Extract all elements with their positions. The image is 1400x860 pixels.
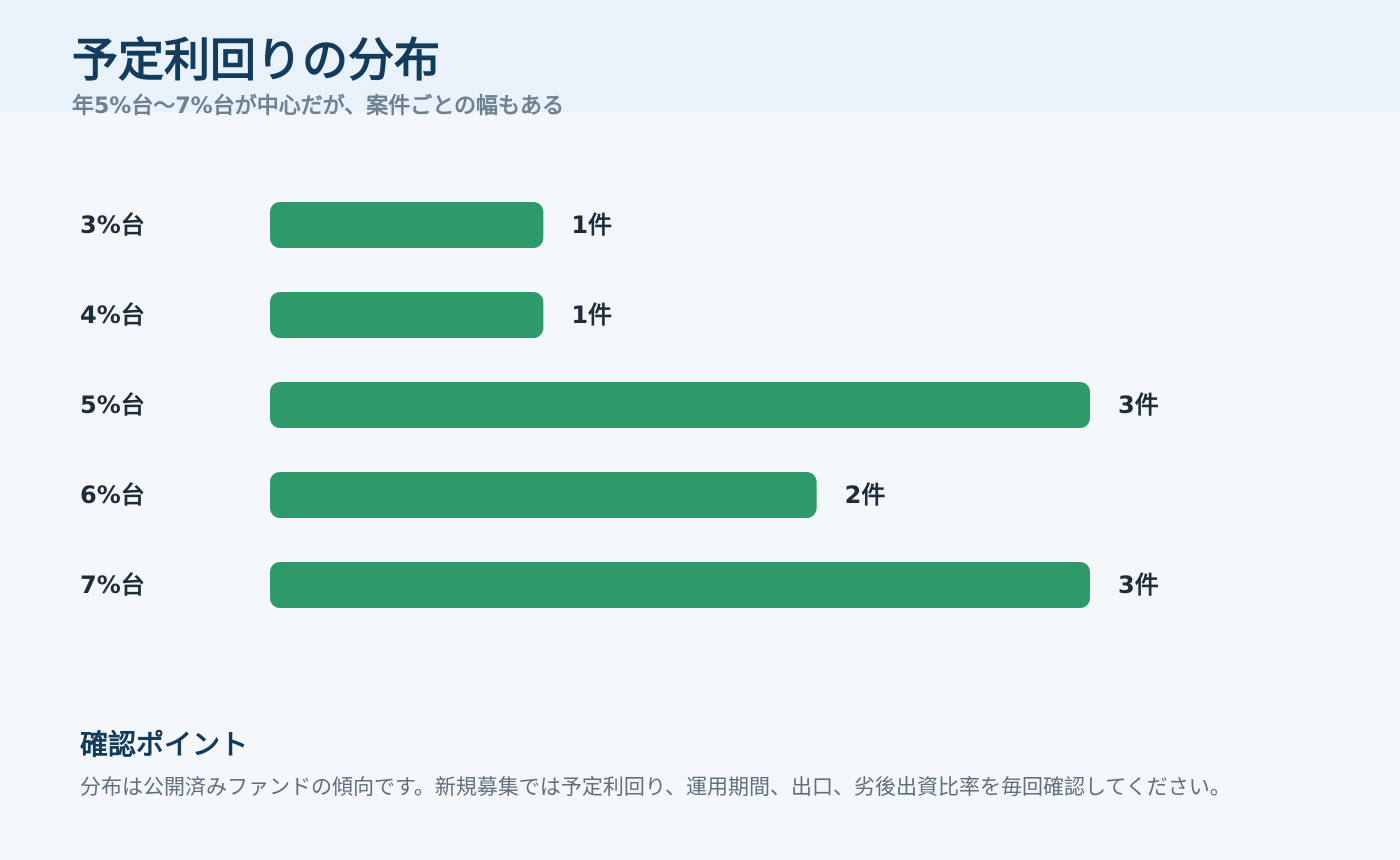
category-label: 6%台 xyxy=(80,481,145,509)
bar xyxy=(270,292,544,338)
value-label: 3件 xyxy=(1118,571,1159,599)
value-label: 1件 xyxy=(571,211,612,239)
value-label: 3件 xyxy=(1118,391,1159,419)
category-label: 7%台 xyxy=(80,571,145,599)
header-band xyxy=(0,0,1400,112)
note-body: 分布は公開済みファンドの傾向です。新規募集では予定利回り、運用期間、出口、劣後出… xyxy=(80,775,1231,799)
bar xyxy=(270,382,1090,428)
bar xyxy=(270,202,544,248)
category-label: 3%台 xyxy=(80,211,145,239)
note-title: 確認ポイント xyxy=(80,728,249,761)
page-title: 予定利回りの分布 xyxy=(72,33,440,87)
value-label: 2件 xyxy=(845,481,886,509)
yield-distribution-chart: 3%台 1件 4%台 1件 5%台 3件 6%台 2件 7%台 3件 xyxy=(80,202,1159,608)
category-label: 4%台 xyxy=(80,301,145,329)
category-label: 5%台 xyxy=(80,391,145,419)
bar xyxy=(270,562,1090,608)
value-label: 1件 xyxy=(571,301,612,329)
bar xyxy=(270,472,817,518)
page-subtitle: 年5%台〜7%台が中心だが、案件ごとの幅もある xyxy=(72,94,565,119)
